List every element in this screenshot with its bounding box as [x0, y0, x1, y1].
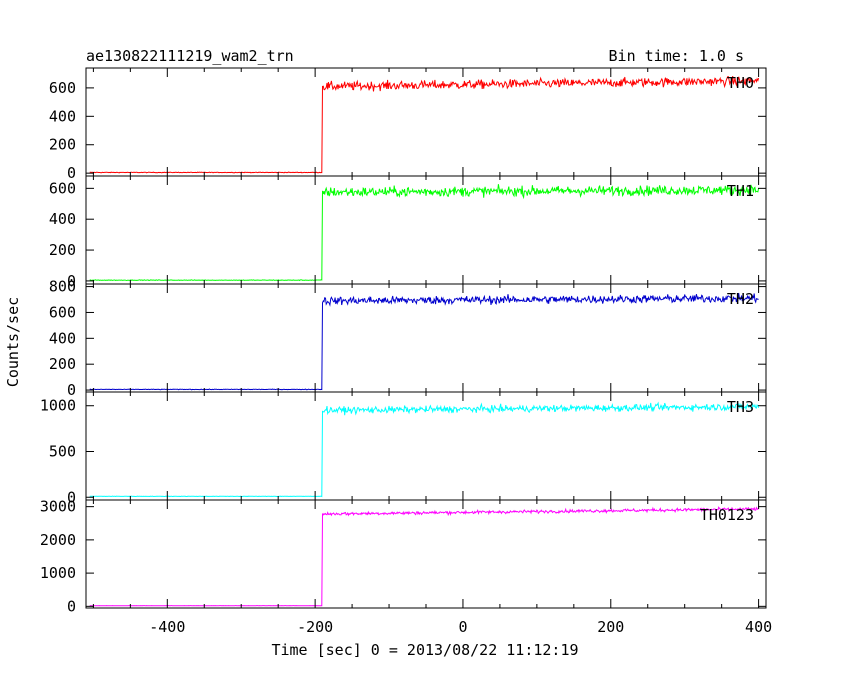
y-tick-label: 0: [67, 272, 76, 290]
series-line-th1: [89, 183, 760, 282]
panels-group: 0 200 400 600 TH0 0 200 400 600 TH1 0 200 400 600 800 T…: [40, 67, 772, 636]
y-tick-label: 0: [67, 381, 76, 399]
x-tick-label: 0: [458, 618, 467, 636]
y-tick-label: 600: [49, 79, 76, 97]
panel-label-th0: TH0: [727, 74, 754, 92]
y-axis-label: Counts/sec: [4, 297, 22, 387]
y-tick-label: 600: [49, 303, 76, 321]
chart-title: ae130822111219_wam2_trn: [86, 47, 294, 65]
x-tick-label: 200: [597, 618, 624, 636]
panel-th0123: 0 1000 2000 3000 TH0123: [40, 498, 767, 615]
y-tick-label: 400: [49, 107, 76, 125]
panel-th0: 0 200 400 600 TH0: [49, 67, 767, 182]
y-tick-label: 3000: [40, 498, 76, 516]
y-tick-label: 1000: [40, 397, 76, 415]
y-tick-label: 200: [49, 355, 76, 373]
x-tick-label: -200: [297, 618, 333, 636]
y-tick-label: 600: [49, 179, 76, 197]
y-tick-label: 800: [49, 278, 76, 296]
y-tick-label: 200: [49, 136, 76, 154]
y-tick-label: 0: [67, 164, 76, 182]
y-tick-label: 400: [49, 329, 76, 347]
y-tick-label: 500: [49, 442, 76, 460]
y-tick-label: 0: [67, 488, 76, 506]
panel-th1: 0 200 400 600 TH1: [49, 175, 767, 290]
series-line-th3: [89, 401, 760, 498]
series-line-th0: [89, 75, 760, 174]
y-tick-label: 2000: [40, 531, 76, 549]
panel-label-th1: TH1: [727, 182, 754, 200]
panel-th3: 0 500 1000 TH3: [40, 391, 767, 506]
bin-time-label: Bin time: 1.0 s: [609, 47, 744, 65]
x-tick-label: -400: [149, 618, 185, 636]
panel-label-th0123: TH0123: [700, 506, 754, 524]
x-tick-label: 400: [745, 618, 772, 636]
y-tick-label: 200: [49, 241, 76, 259]
y-tick-label: 0: [67, 597, 76, 615]
series-line-th0123: [89, 506, 760, 607]
panel-th2: 0 200 400 600 800 TH2: [49, 278, 767, 399]
series-line-th2: [89, 292, 759, 391]
panel-label-th3: TH3: [727, 398, 754, 416]
y-tick-label: 400: [49, 210, 76, 228]
x-axis-label: Time [sec] 0 = 2013/08/22 11:12:19: [271, 641, 578, 659]
panel-label-th2: TH2: [727, 290, 754, 308]
y-tick-label: 1000: [40, 564, 76, 582]
panel-frame: [85, 499, 767, 609]
